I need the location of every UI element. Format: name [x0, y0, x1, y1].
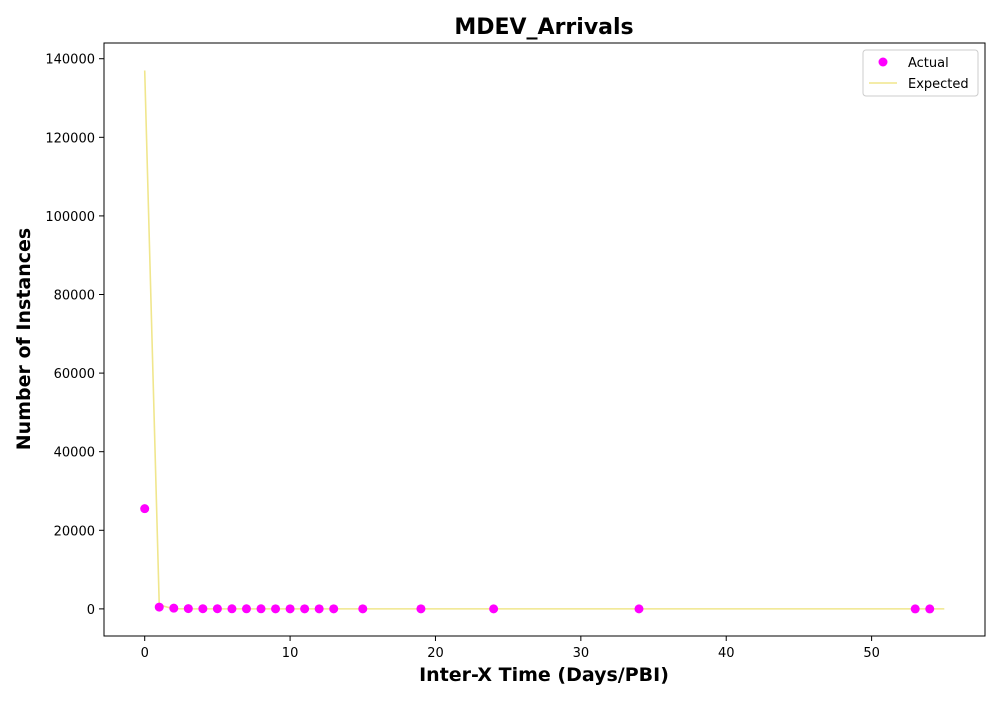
actual-data-point	[256, 604, 266, 614]
legend-marker-actual	[878, 57, 888, 67]
y-tick-label: 40000	[54, 446, 95, 461]
actual-data-point	[183, 604, 193, 614]
actual-data-point	[910, 604, 920, 614]
x-tick-label: 10	[282, 646, 299, 661]
y-axis-label: Number of Instances	[13, 228, 35, 450]
actual-data-point	[140, 504, 150, 514]
y-tick-label: 20000	[54, 524, 95, 539]
actual-data-point	[489, 604, 499, 614]
x-tick-label: 20	[427, 646, 444, 661]
actual-data-point	[358, 604, 368, 614]
actual-data-point	[925, 604, 935, 614]
actual-data-point	[198, 604, 208, 614]
expected-series-line	[143, 70, 945, 610]
actual-data-point	[212, 604, 222, 614]
plot-area: 0 10 20 30 40 50 0 20000 40000 60000 80000 100000 12…	[45, 42, 986, 661]
actual-data-point	[154, 602, 164, 612]
legend-label: Expected	[908, 77, 969, 92]
actual-data-point	[227, 604, 237, 614]
y-tick-label: 0	[87, 603, 95, 618]
actual-data-point	[241, 604, 251, 614]
y-tick-label: 120000	[45, 131, 95, 146]
x-axis-label: Inter-X Time (Days/PBI)	[419, 664, 669, 686]
actual-data-point	[634, 604, 644, 614]
legend: Actual Expected	[862, 49, 979, 97]
chart-title: MDEV_Arrivals	[454, 15, 633, 40]
actual-data-point	[271, 604, 281, 614]
plot-frame	[103, 42, 986, 637]
actual-data-point	[169, 603, 179, 613]
x-tick-label: 50	[863, 646, 880, 661]
actual-data-point	[329, 604, 339, 614]
actual-data-point	[300, 604, 310, 614]
y-tick-label: 100000	[45, 210, 95, 225]
actual-data-point	[285, 604, 295, 614]
y-tick-label: 140000	[45, 53, 95, 68]
actual-data-point	[416, 604, 426, 614]
x-tick-label: 40	[718, 646, 735, 661]
legend-box	[862, 49, 979, 97]
y-tick-label: 80000	[54, 289, 95, 304]
y-tick-label: 60000	[54, 367, 95, 382]
x-tick-label: 0	[141, 646, 149, 661]
x-tick-label: 30	[573, 646, 590, 661]
actual-data-point	[314, 604, 324, 614]
legend-label: Actual	[908, 56, 949, 71]
